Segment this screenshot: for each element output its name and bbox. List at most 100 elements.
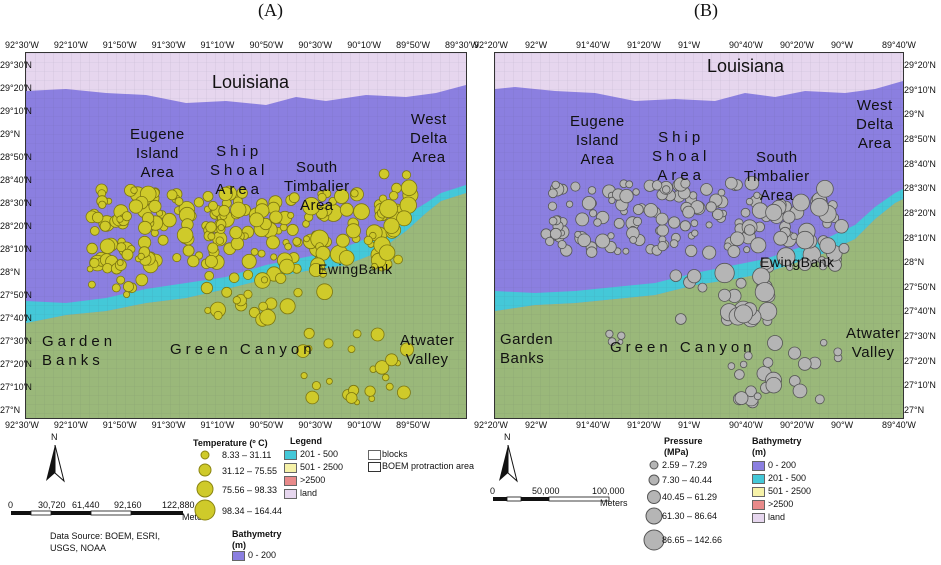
well-point[interactable] xyxy=(259,309,276,326)
well-point[interactable] xyxy=(248,306,260,318)
well-point[interactable] xyxy=(399,342,414,357)
well-point[interactable] xyxy=(293,288,303,298)
well-point[interactable] xyxy=(593,218,602,227)
well-point[interactable] xyxy=(608,196,616,204)
well-point[interactable] xyxy=(370,327,385,342)
well-point[interactable] xyxy=(98,200,107,209)
well-point[interactable] xyxy=(371,262,378,270)
well-point[interactable] xyxy=(814,394,825,405)
well-point[interactable] xyxy=(242,269,254,280)
well-point[interactable] xyxy=(795,230,815,250)
well-point[interactable] xyxy=(743,246,751,254)
well-point[interactable] xyxy=(700,183,713,196)
well-point[interactable] xyxy=(162,212,177,228)
well-point[interactable] xyxy=(266,235,280,250)
well-point[interactable] xyxy=(790,232,798,240)
well-point[interactable] xyxy=(308,262,323,277)
well-point[interactable] xyxy=(400,179,418,197)
well-point[interactable] xyxy=(286,223,299,236)
well-point[interactable] xyxy=(734,391,749,406)
well-point[interactable] xyxy=(174,197,184,206)
well-point[interactable] xyxy=(135,273,149,287)
well-point[interactable] xyxy=(347,345,356,354)
well-point[interactable] xyxy=(270,253,278,261)
well-point[interactable] xyxy=(655,212,669,226)
well-point[interactable] xyxy=(656,224,669,237)
well-point[interactable] xyxy=(393,254,403,265)
well-point[interactable] xyxy=(743,351,753,361)
well-point[interactable] xyxy=(378,244,396,261)
well-point[interactable] xyxy=(745,197,754,206)
well-point[interactable] xyxy=(363,235,373,245)
well-point[interactable] xyxy=(91,211,104,224)
well-point[interactable] xyxy=(743,224,756,236)
well-point[interactable] xyxy=(243,289,253,299)
well-point[interactable] xyxy=(581,196,597,211)
well-point[interactable] xyxy=(577,233,591,248)
well-point[interactable] xyxy=(819,237,837,254)
well-point[interactable] xyxy=(545,236,555,246)
well-point[interactable] xyxy=(632,188,640,196)
well-point[interactable] xyxy=(758,301,778,321)
well-point[interactable] xyxy=(137,252,145,260)
well-point[interactable] xyxy=(744,175,760,191)
well-point[interactable] xyxy=(288,192,300,204)
well-point[interactable] xyxy=(725,176,738,190)
well-point[interactable] xyxy=(668,216,681,229)
well-point[interactable] xyxy=(625,180,634,189)
well-point[interactable] xyxy=(739,360,748,369)
well-point[interactable] xyxy=(632,204,644,215)
well-point[interactable] xyxy=(595,233,610,249)
well-point[interactable] xyxy=(629,235,638,244)
well-point[interactable] xyxy=(820,339,828,347)
well-point[interactable] xyxy=(128,199,144,214)
well-point[interactable] xyxy=(338,250,355,266)
well-point[interactable] xyxy=(712,208,724,221)
well-point[interactable] xyxy=(643,203,659,218)
well-point[interactable] xyxy=(207,242,219,254)
well-point[interactable] xyxy=(249,212,265,228)
well-point[interactable] xyxy=(166,189,178,201)
well-point[interactable] xyxy=(587,186,597,195)
well-point[interactable] xyxy=(99,220,111,232)
well-point[interactable] xyxy=(792,193,810,212)
well-point[interactable] xyxy=(385,353,399,367)
well-point[interactable] xyxy=(547,201,558,211)
well-point[interactable] xyxy=(734,304,753,324)
well-point[interactable] xyxy=(767,335,783,351)
well-point[interactable] xyxy=(279,298,296,315)
well-point[interactable] xyxy=(605,329,614,338)
well-point[interactable] xyxy=(383,217,400,234)
well-point[interactable] xyxy=(187,255,200,268)
well-point[interactable] xyxy=(657,241,668,252)
well-point[interactable] xyxy=(762,357,774,368)
well-point[interactable] xyxy=(364,385,376,397)
well-point[interactable] xyxy=(260,276,269,284)
well-point[interactable] xyxy=(714,262,735,284)
well-point[interactable] xyxy=(303,327,315,339)
well-point[interactable] xyxy=(207,232,216,241)
well-point[interactable] xyxy=(378,168,390,180)
well-point[interactable] xyxy=(208,200,218,211)
well-point[interactable] xyxy=(102,262,113,274)
well-point[interactable] xyxy=(607,337,617,346)
well-point[interactable] xyxy=(619,189,634,204)
well-point[interactable] xyxy=(305,344,313,353)
well-point[interactable] xyxy=(345,392,358,404)
well-point[interactable] xyxy=(730,231,745,247)
well-point[interactable] xyxy=(669,269,683,282)
well-point[interactable] xyxy=(735,277,747,289)
well-point[interactable] xyxy=(303,235,311,243)
well-point[interactable] xyxy=(302,197,321,216)
well-point[interactable] xyxy=(622,247,630,255)
well-point[interactable] xyxy=(740,207,751,218)
well-point[interactable] xyxy=(205,221,217,233)
well-point[interactable] xyxy=(548,188,558,199)
well-point[interactable] xyxy=(687,269,702,284)
well-point[interactable] xyxy=(575,212,590,227)
well-point[interactable] xyxy=(754,282,775,303)
well-point[interactable] xyxy=(718,288,732,302)
well-point[interactable] xyxy=(697,282,708,293)
well-point[interactable] xyxy=(218,186,233,201)
well-point[interactable] xyxy=(750,237,767,254)
